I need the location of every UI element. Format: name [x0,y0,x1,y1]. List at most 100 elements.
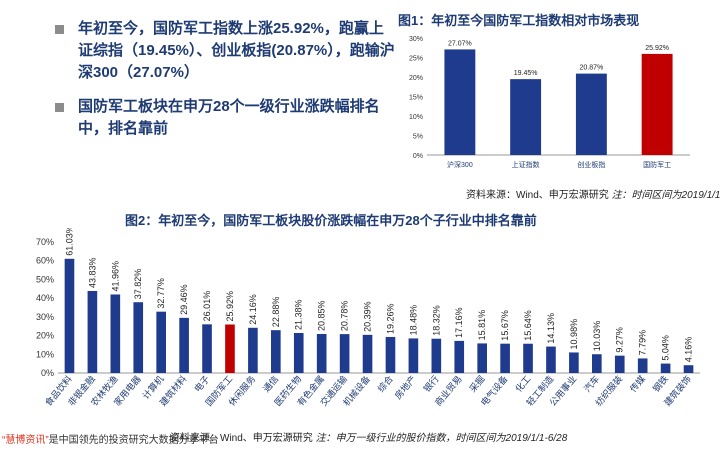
summary-bullets: 年初至今，国防军工指数上涨25.92%，跑赢上证综指（19.45%）、创业板指(… [55,18,395,152]
data-label: 41.96% [110,261,120,292]
y-tick-label: 10% [409,114,423,121]
data-label: 32.77% [156,278,166,309]
x-tick-label: 创业板指 [577,160,605,169]
chart2-title: 图2：年初至今，国防军工板块股价涨跌幅在申万28个子行业中排名靠前 [125,213,537,228]
data-label: 20.39% [363,301,373,332]
y-tick-label: 70% [36,237,54,247]
bullet-item: 国防军工板块在申万28个一级行业涨跌幅排名中，排名靠前 [55,96,395,140]
x-tick-label: 传媒 [627,373,647,394]
bullet-text: 国防军工板块在申万28个一级行业涨跌幅排名中，排名靠前 [78,98,380,137]
y-tick-label: 0% [41,368,54,378]
x-tick-label: 汽车 [581,373,601,394]
chart2: 0%10%20%30%40%50%60%70% 61.03%食品饮料43.83%非… [36,228,700,408]
y-tick-label: 25% [409,56,423,63]
chart1: 0% 5% 10% 15% 20% 25% 30% 27.07% 沪深300 19.45% 上证指数… [409,36,690,169]
bar [444,49,476,155]
bar [592,354,602,373]
bar [637,358,648,373]
data-label: 25.92% [645,45,669,52]
x-tick-label: 电子 [192,373,212,394]
x-tick-label: 银行 [421,373,441,394]
bar [248,327,258,373]
data-label: 21.38% [294,299,304,330]
bar [500,343,510,373]
watermark-footnote: “慧博资讯”是中国领先的投资研究大数据分享平台 [2,431,219,446]
x-tick-label: 钢铁 [650,373,670,394]
x-tick-label: 化工 [513,373,533,394]
bar [660,363,671,373]
bar [614,355,625,373]
data-label: 61.03% [64,228,74,256]
data-label: 20.85% [317,300,327,331]
x-tick-label: 房地产 [392,373,418,401]
bar [362,334,373,373]
data-label: 7.79% [638,330,648,356]
bar [408,338,419,373]
footnote-highlight: “慧博资讯” [2,435,49,446]
y-tick-label: 0% [413,153,423,160]
bar [641,53,673,155]
data-label: 15.67% [500,310,510,341]
bar [431,338,442,373]
data-label: 4.16% [684,337,694,363]
x-tick-label: 采掘 [467,373,487,394]
bar [523,343,533,373]
x-tick-label: 综合 [375,373,395,394]
bar [575,73,607,155]
bar [385,336,396,373]
bar [202,324,212,373]
data-label: 18.48% [408,305,418,336]
chart1-source-text: 资料来源：Wind、申万宏源研究 [466,190,612,201]
bar [569,352,579,373]
data-label: 10.98% [569,319,579,350]
data-label: 17.16% [454,307,464,338]
y-tick-label: 40% [36,293,54,303]
bar [110,294,121,373]
bar [683,365,694,373]
bar [64,258,75,373]
bullet-square-icon [55,25,64,34]
bar [510,79,542,155]
data-label: 22.88% [271,297,281,328]
y-tick-label: 5% [413,134,423,141]
data-label: 20.87% [580,65,604,72]
y-tick-label: 60% [36,256,54,266]
bar [133,302,144,373]
bar [225,324,235,373]
data-label: 26.01% [202,291,212,322]
y-tick-label: 20% [409,75,423,82]
bar [477,343,487,373]
data-label: 25.92% [225,291,235,322]
chart2-source: 资料来源：Wind、申万宏源研究 注：申万一级行业的股价指数，时间区间为2019… [170,429,567,444]
data-label: 5.04% [661,335,671,361]
data-label: 18.32% [431,305,441,336]
data-label: 37.82% [133,269,143,300]
bullet-square-icon [55,103,64,112]
bullet-text: 年初至今，国防军工指数上涨25.92%，跑赢上证综指（19.45%）、创业板指(… [78,20,395,81]
x-tick-label: 上证指数 [512,160,540,169]
data-label: 15.81% [477,310,487,341]
data-label: 19.26% [385,303,395,334]
bar [546,346,556,373]
y-tick-label: 15% [409,95,423,102]
x-tick-label: 沪深300 [447,160,473,169]
bar [156,311,166,373]
chart2-source-text: 资料来源：Wind、申万宏源研究 [170,433,316,444]
bar [293,332,304,373]
footnote-text: 是中国领先的投资研究大数据分享平台 [48,435,219,446]
y-tick-label: 20% [36,331,54,341]
data-label: 24.16% [248,294,258,325]
x-tick-label: 国防军工 [643,160,671,169]
bar [316,333,327,373]
y-tick-label: 30% [36,312,54,322]
bar [271,330,281,373]
bullet-item: 年初至今，国防军工指数上涨25.92%，跑赢上证综指（19.45%）、创业板指(… [55,18,395,84]
y-tick-label: 10% [36,349,54,359]
y-tick-label: 50% [36,274,54,284]
data-label: 27.07% [448,40,472,47]
data-label: 10.03% [592,321,602,352]
bar [87,290,98,373]
data-label: 29.46% [179,284,189,315]
bar [454,340,465,373]
data-label: 15.64% [523,310,533,341]
